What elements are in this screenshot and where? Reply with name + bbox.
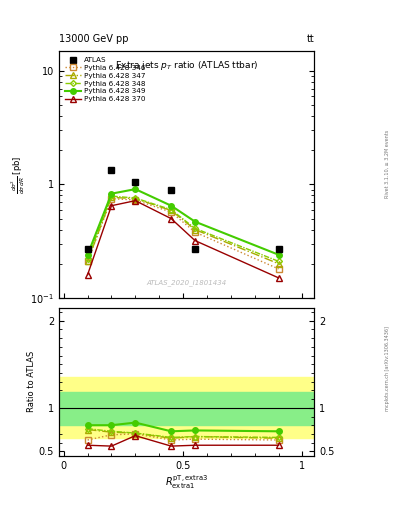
Text: ATLAS_2020_I1801434: ATLAS_2020_I1801434 xyxy=(147,279,227,286)
X-axis label: $R_{\rm extra1}^{\rm pT,extra3}$: $R_{\rm extra1}^{\rm pT,extra3}$ xyxy=(165,473,208,491)
Text: mcplots.cern.ch [arXiv:1306.3436]: mcplots.cern.ch [arXiv:1306.3436] xyxy=(385,326,389,411)
Text: Rivet 3.1.10, ≥ 3.2M events: Rivet 3.1.10, ≥ 3.2M events xyxy=(385,130,389,198)
Bar xyxy=(59,392,314,425)
Text: tt: tt xyxy=(307,33,314,44)
Text: 13000 GeV pp: 13000 GeV pp xyxy=(59,33,129,44)
Y-axis label: $\frac{d\sigma^2}{d\sigma\,dR}$ [pb]: $\frac{d\sigma^2}{d\sigma\,dR}$ [pb] xyxy=(10,155,28,194)
Y-axis label: Ratio to ATLAS: Ratio to ATLAS xyxy=(27,351,36,412)
Text: Extra jets $p_T$ ratio (ATLAS ttbar): Extra jets $p_T$ ratio (ATLAS ttbar) xyxy=(115,58,259,72)
Bar xyxy=(59,377,314,438)
Legend: ATLAS, Pythia 6.428 346, Pythia 6.428 347, Pythia 6.428 348, Pythia 6.428 349, P: ATLAS, Pythia 6.428 346, Pythia 6.428 34… xyxy=(62,55,148,104)
